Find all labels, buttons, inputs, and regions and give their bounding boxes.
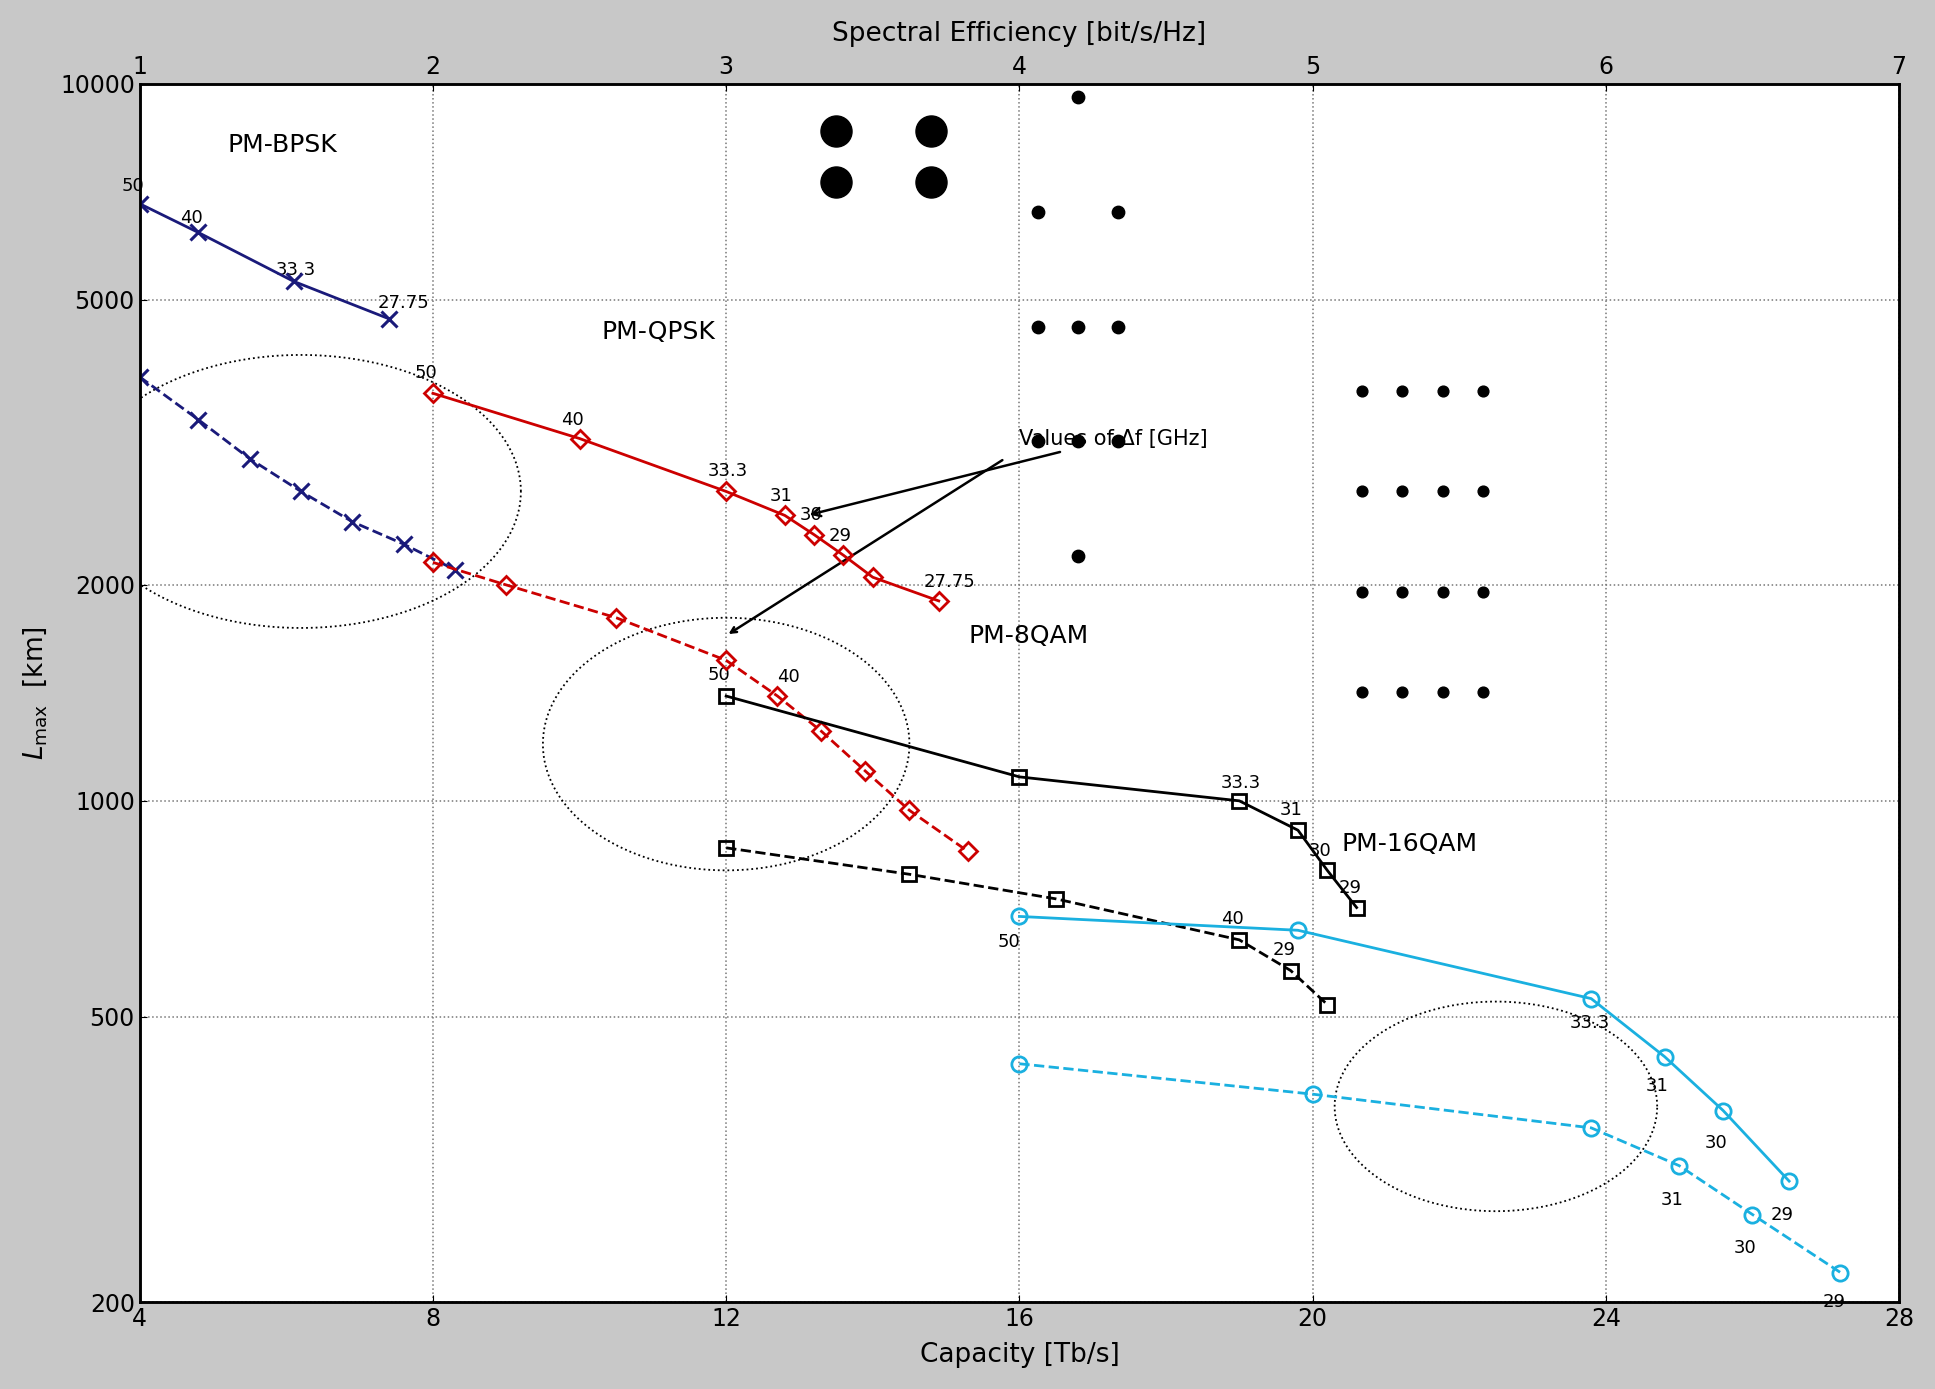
Text: 31: 31 [1660,1190,1683,1208]
Text: 50: 50 [414,364,437,382]
Point [1428,681,1459,703]
Text: 31: 31 [770,488,793,506]
Text: 27.75: 27.75 [925,572,975,590]
Point [1347,379,1378,401]
Text: 33.3: 33.3 [275,261,315,279]
Point [1428,481,1459,503]
Text: 40: 40 [180,208,203,226]
Point [1347,681,1378,703]
Text: 31: 31 [1647,1078,1670,1096]
Point [1062,431,1093,453]
Point [1022,431,1053,453]
Text: 31: 31 [1279,801,1302,820]
Text: 29: 29 [1823,1293,1846,1311]
Text: 30: 30 [799,507,822,525]
Point [1022,315,1053,338]
Point [1062,544,1093,567]
Text: 29: 29 [1339,879,1362,897]
Point [1467,681,1498,703]
Text: PM-16QAM: PM-16QAM [1343,832,1478,856]
Text: 50: 50 [122,176,143,194]
Point [1347,481,1378,503]
Point [1428,581,1459,603]
Point [1467,481,1498,503]
Text: 30: 30 [1705,1135,1728,1153]
Point [1467,379,1498,401]
Point [820,171,851,193]
Text: 27.75: 27.75 [377,293,430,311]
Text: PM-8QAM: PM-8QAM [968,624,1087,647]
Point [1062,315,1093,338]
Text: 40: 40 [1221,910,1244,928]
Point [1387,379,1418,401]
Text: 29: 29 [1771,1206,1794,1224]
Point [1387,581,1418,603]
Point [820,119,851,142]
Point [1467,581,1498,603]
X-axis label: Capacity [Tb/s]: Capacity [Tb/s] [919,1342,1118,1368]
Text: 29: 29 [1273,940,1295,958]
Point [1428,379,1459,401]
Text: 50: 50 [997,933,1020,951]
Point [1103,431,1134,453]
Text: PM-BPSK: PM-BPSK [228,133,337,157]
Text: PM-QPSK: PM-QPSK [602,321,716,344]
Text: 33.3: 33.3 [1221,774,1262,792]
Text: 33.3: 33.3 [708,463,749,481]
Text: 30: 30 [1734,1239,1757,1257]
Y-axis label: $L_\mathrm{max}$  [km]: $L_\mathrm{max}$ [km] [21,626,48,760]
Point [1103,315,1134,338]
Text: 29: 29 [828,526,851,544]
Point [1347,581,1378,603]
Point [1387,481,1418,503]
Point [915,119,946,142]
Text: 40: 40 [561,411,584,429]
Point [1022,200,1053,222]
Point [1062,86,1093,108]
Text: 40: 40 [778,668,801,686]
Text: 50: 50 [708,665,731,683]
Point [915,171,946,193]
Text: 33.3: 33.3 [1569,1014,1610,1032]
Point [1103,200,1134,222]
Text: Values of Δf [GHz]: Values of Δf [GHz] [813,429,1207,517]
X-axis label: Spectral Efficiency [bit/s/Hz]: Spectral Efficiency [bit/s/Hz] [832,21,1206,47]
Point [1387,681,1418,703]
Text: 30: 30 [1308,843,1331,860]
